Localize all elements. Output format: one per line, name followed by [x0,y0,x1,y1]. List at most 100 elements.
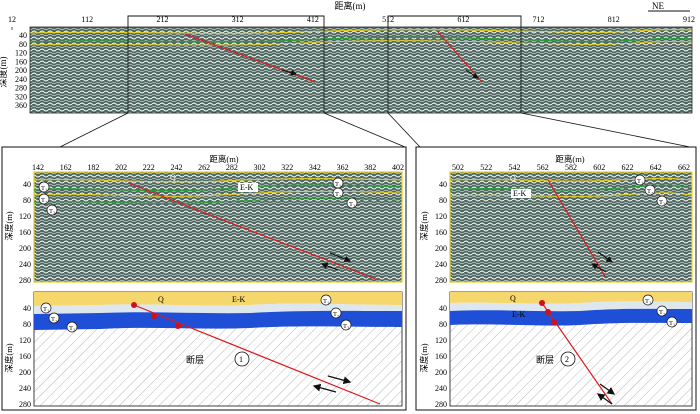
connector-right-a [387,112,421,148]
left-seis-label-q: Q [170,173,176,182]
svg-text:Q: Q [170,173,176,182]
left-seismic-y-ticks: 40 80 120 160 200 240 280 [19,180,31,285]
svg-text:T₁: T₁ [41,185,47,192]
zoom-bracket-right [387,15,522,27]
y-tick-label: 160 [19,228,31,237]
overview-section: 距离(m) NE 12 112 212 312 412 512 612 712 812 912 4… [0,0,695,114]
right-seis-t-markers: T₁ T₂ T₃ [634,174,668,207]
right-model-y-ticks: 40 80 120 160 200 240 280 [435,304,447,409]
overview-horizon-yellow [29,29,693,34]
y-tick-label: 80 [19,40,27,49]
y-tick-label: 280 [435,276,447,285]
right-detail-panel: 距离(m) 502 522 542 562 582 602 622 642 662 深度(m) … [415,146,697,411]
right-model-label-ek: E-K [512,310,526,319]
left-model-label-q: Q [158,295,164,304]
left-fault-point-1 [131,302,137,308]
left-model-label-ek: E-K [232,295,246,304]
x-tick-label: 402 [392,163,404,172]
overview-slip-arrow-1 [281,69,297,76]
overview-horizon-yellow-2 [29,40,693,46]
y-tick-label: 240 [435,260,447,269]
overview-horizon-green [29,36,693,43]
svg-text:T₁: T₁ [323,298,329,305]
x-tick-label: 282 [226,163,238,172]
x-tick-label: 412 [307,15,319,24]
y-tick-label: 280 [19,400,31,409]
x-tick-label: 912 [683,15,695,24]
overview-title: 距离(m) [335,0,366,11]
y-tick-label: 160 [435,352,447,361]
right-seis-label-q: Q [510,174,516,183]
left-fault-label: 断层 [186,354,204,365]
x-tick-label: 812 [608,15,620,24]
x-tick-label: 112 [81,15,93,24]
y-tick-label: 160 [19,352,31,361]
right-horizon-green [449,184,693,191]
x-tick-label: 362 [337,163,349,172]
y-tick-label: 200 [435,368,447,377]
svg-text:T₃: T₃ [669,320,675,327]
x-tick-label: 562 [537,163,549,172]
left-fault-point-2 [151,313,157,319]
direction-indicator: NE [648,1,690,12]
svg-text:T₃: T₃ [343,323,349,330]
x-tick-label: 382 [364,163,376,172]
right-layer-t [450,308,692,326]
left-detail-panel: 距离(m) 142 162 182 202 222 242 262 282 302 322 342 3… [1,146,407,411]
right-seismic-y-ticks: 40 80 120 160 200 240 280 [435,180,447,285]
x-tick-label: 212 [156,15,168,24]
x-tick-label: 602 [593,163,605,172]
right-fault-number-circle [560,351,576,367]
right-seis-arrow-down [591,263,607,273]
y-tick-label: 240 [15,75,27,84]
overview-seismic-section [29,26,693,114]
y-tick-label: 280 [15,84,27,93]
left-fault-number: 1 [239,355,243,364]
y-tick-label: 160 [15,57,27,66]
svg-text:T₃: T₃ [349,201,355,208]
right-horizon-yellow [449,177,693,182]
x-tick-label: 162 [60,163,72,172]
x-tick-label: 522 [480,163,492,172]
svg-text:T₂: T₂ [41,197,47,204]
x-tick-label: 542 [509,163,521,172]
left-seismic-fault [127,182,379,281]
left-model-arrow-down [312,383,337,393]
right-layer-ek [450,301,692,312]
y-tick-label: 200 [19,368,31,377]
y-tick-label: 120 [435,212,447,221]
right-model-y-label: 深度(m) [419,343,429,372]
y-tick-label: 320 [15,92,27,101]
svg-text:T₃: T₃ [69,325,75,332]
y-tick-label: 40 [23,304,31,313]
right-fault-point-3 [551,319,557,325]
svg-text:T₁: T₁ [645,298,651,305]
left-panel-title: 距离(m) [209,154,238,164]
overview-slip-arrow-2 [465,69,479,79]
right-model-t-markers: T₁ T₂ T₃ [642,294,678,328]
right-model-arrow-up [599,383,616,395]
y-tick-label: 240 [19,384,31,393]
y-tick-label: 200 [19,244,31,253]
y-tick-label: 240 [435,384,447,393]
y-tick-label: 80 [23,196,31,205]
x-tick-label: 612 [457,15,469,24]
left-seis-arrow-up [329,252,352,263]
left-model-arrow-up [327,375,352,385]
x-tick-label: 182 [87,163,99,172]
y-tick-label: 40 [19,31,27,40]
x-tick-label: 142 [32,163,44,172]
svg-text:T₂: T₂ [335,191,341,198]
svg-text:T₁: T₁ [43,306,49,313]
right-layer-q [450,292,692,304]
direction-label: NE [652,1,664,11]
svg-text:T₂: T₂ [659,309,665,316]
y-tick-label: 120 [435,336,447,345]
overview-y-label: 深度(m) [0,57,8,88]
y-tick-label: 40 [23,180,31,189]
x-tick-label: 222 [143,163,155,172]
svg-text:T₃: T₃ [49,208,55,215]
svg-text:T₂: T₂ [51,316,57,323]
x-tick-label: 12 [8,15,16,24]
